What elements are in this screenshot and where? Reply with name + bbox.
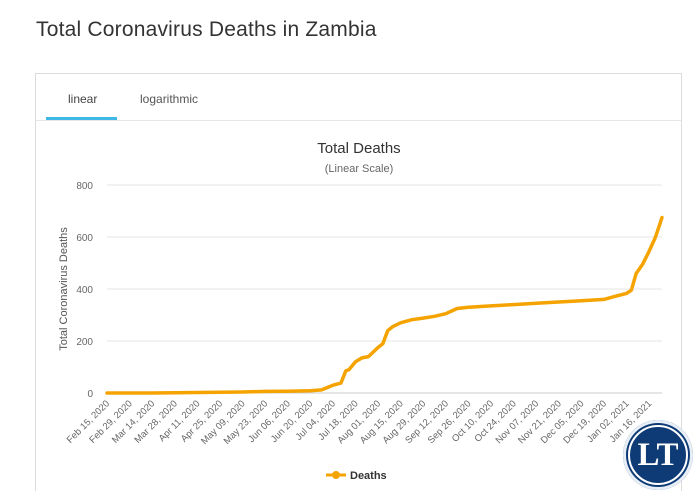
logo-ring [628, 425, 688, 485]
grid-lines [107, 184, 662, 394]
series-deaths [105, 215, 664, 395]
legend[interactable]: Deaths [326, 470, 387, 482]
y-axis-label: Total Coronavirus Deaths [58, 227, 70, 351]
lusaka-times-logo: LT [623, 420, 693, 490]
chart-subtitle: (Linear Scale) [325, 163, 393, 175]
legend-label: Deaths [350, 470, 387, 482]
y-tick-labels: 0 200 400 600 800 [76, 181, 93, 400]
y-tick-label: 800 [76, 181, 93, 192]
y-tick-label: 200 [76, 337, 93, 348]
scale-tabs: linear logarithmic [36, 74, 681, 121]
series-line-deaths[interactable] [105, 215, 664, 395]
legend-dot-marker [332, 471, 340, 479]
tab-linear[interactable]: linear [68, 92, 98, 106]
tab-logarithmic[interactable]: logarithmic [140, 92, 199, 106]
page-title: Total Coronavirus Deaths in Zambia [36, 18, 377, 41]
y-tick-label: 600 [76, 233, 93, 244]
chart-card: linear logarithmic [35, 73, 682, 491]
active-tab-indicator [46, 117, 117, 120]
y-tick-label: 0 [87, 389, 93, 400]
chart-title: Total Deaths [317, 140, 400, 157]
logo-text: LT [637, 437, 679, 473]
y-tick-label: 400 [76, 285, 93, 296]
